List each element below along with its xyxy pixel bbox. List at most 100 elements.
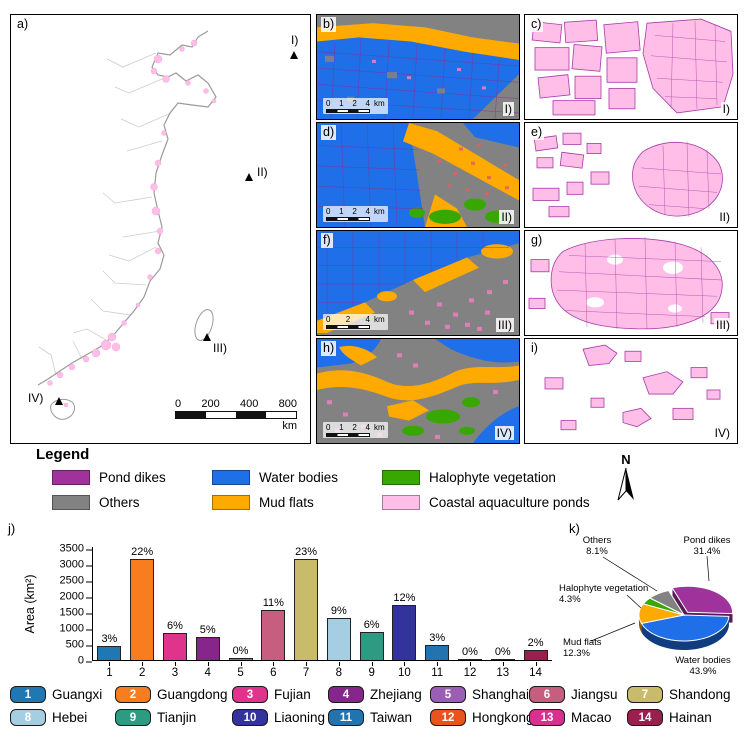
bar-x-label: 13 [496, 667, 510, 679]
scale-bar-graphic [326, 325, 370, 329]
bar-group: 6% 3 [159, 547, 191, 679]
scale-tick: 400 [240, 397, 259, 410]
y-tick-label: 3000 [59, 558, 93, 571]
panel-c-pond-map: c) I) [524, 14, 738, 120]
bar-group: 3% 11 [421, 547, 453, 679]
panel-letter: h) [321, 341, 337, 356]
pie-label-leader [590, 622, 636, 642]
province-item: 13 Macao [529, 709, 627, 726]
aquaculture-pond-areas [47, 39, 217, 408]
panel-site-label: II) [499, 210, 514, 224]
bar [97, 646, 122, 660]
pond-map-site-1 [531, 18, 734, 116]
site-marker-label-4: IV) [27, 391, 45, 405]
panel-letter-k: k) [569, 521, 580, 536]
scale-bar: 0 1 2 4 km [323, 206, 388, 222]
scale-tick: 200 [201, 397, 220, 410]
province-name: Shanghai [472, 687, 530, 702]
pie-label: Others 8.1% [583, 535, 612, 557]
panel-site-label: III) [714, 318, 732, 332]
legend-swatch-mud-flats [212, 495, 250, 510]
panel-f-classified-map: f) III) 0 2 4 km [316, 230, 520, 336]
pie-label: Mud flats 12.3% [563, 637, 602, 659]
panel-letter: c) [529, 17, 544, 32]
bar [457, 659, 482, 660]
legend-swatch-coastal-ponds [382, 495, 420, 510]
province-name: Hongkong [472, 710, 534, 725]
pond-map-site-4 [544, 344, 721, 431]
province-item: 12 Hongkong [430, 709, 534, 726]
y-tick-label: 500 [65, 638, 93, 651]
bar-chart-y-axis-title: Area (km²) [23, 574, 37, 634]
scale-tick: 2 [352, 423, 357, 432]
panel-site-label: I) [720, 102, 732, 116]
province-number-badge: 12 [430, 709, 466, 726]
y-tick-label: 1000 [59, 622, 93, 635]
bar [162, 632, 187, 660]
province-item: 8 Hebei [10, 709, 115, 726]
province-name: Shandong [669, 687, 731, 702]
y-tick-label: 2000 [59, 590, 93, 603]
province-item: 14 Hainan [627, 709, 744, 726]
scale-unit: km [374, 99, 385, 108]
bar-x-label: 14 [529, 667, 542, 679]
province-name: Guangxi [52, 687, 103, 702]
bar-group: 23% 7 [290, 547, 322, 679]
scale-tick: 0 [175, 397, 182, 410]
province-number-badge: 3 [232, 686, 268, 703]
north-label: N [621, 452, 630, 467]
scale-bar: 0 1 2 4 km [323, 422, 388, 438]
legend-swatch-others [52, 495, 90, 510]
bar [523, 650, 548, 660]
legend-label: Mud flats [259, 495, 314, 510]
panel-letter: a) [15, 17, 31, 32]
province-number-badge: 2 [115, 686, 151, 703]
province-name: Zhejiang [370, 687, 422, 702]
bar-x-label: 5 [237, 667, 244, 679]
province-name: Jiangsu [571, 687, 618, 702]
legend-label: Coastal aquaculture ponds [429, 495, 590, 510]
bar-x-label: 6 [270, 667, 277, 679]
legend-grid: Pond dikes Water bodies Halophyte vegeta… [36, 470, 611, 510]
bar [130, 559, 155, 660]
panel-d-classified-map: d) II) 0 1 2 4 km [316, 122, 520, 228]
bar [425, 644, 450, 660]
site-marker-label-3: III) [212, 341, 228, 355]
bar-group: 2% 14 [520, 547, 552, 679]
bar [392, 604, 417, 660]
scale-unit: km [282, 420, 297, 433]
province-name: Taiwan [370, 710, 413, 725]
site-marker-label-1: I) [290, 33, 300, 47]
pie-label: Water bodies 43.9% [675, 655, 731, 677]
bar-plot: 3% 1 22% 2 6% 3 5% 4 0% 5 11% 6 23% 7 9% 8 6% 9 12% 10 3% 11 0… [92, 546, 552, 679]
legend-item: Halophyte vegetation [382, 470, 627, 485]
province-item: 3 Fujian [232, 686, 328, 703]
bar-percent-label: 0% [462, 646, 478, 658]
north-arrow-icon: N [617, 452, 634, 501]
pie-label: Halophyte vegetation 4.3% [559, 583, 648, 605]
legend-item: Pond dikes [52, 470, 212, 485]
classified-map-site-2 [317, 123, 519, 227]
panel-letter: f) [321, 233, 333, 248]
bar-percent-label: 22% [131, 546, 154, 558]
bar [490, 659, 515, 660]
bar-y-axis: 0 500 1000 1500 2000 2500 3000 3500 [48, 543, 93, 666]
panel-e-pond-map: e) II) [524, 122, 738, 228]
site-marker-label-2: II) [256, 165, 269, 179]
panel-a-overview-map: a) I) II) III) IV) 0 200 400 800 km [10, 14, 311, 444]
province-number-badge: 10 [232, 709, 268, 726]
legend-item: Mud flats [212, 495, 382, 510]
bar-percent-label: 0% [232, 645, 249, 658]
bar-percent-label: 9% [330, 605, 347, 618]
bar-x-label: 11 [431, 667, 444, 679]
panel-site-label: IV) [712, 426, 732, 440]
panel-i-pond-map: i) IV) [524, 338, 738, 444]
bar-group: 9% 8 [323, 547, 355, 679]
bar-percent-label: 6% [363, 619, 380, 632]
pond-map-site-2 [532, 132, 723, 218]
scale-tick: 1 [339, 423, 344, 432]
bar-group: 6% 9 [356, 547, 388, 679]
